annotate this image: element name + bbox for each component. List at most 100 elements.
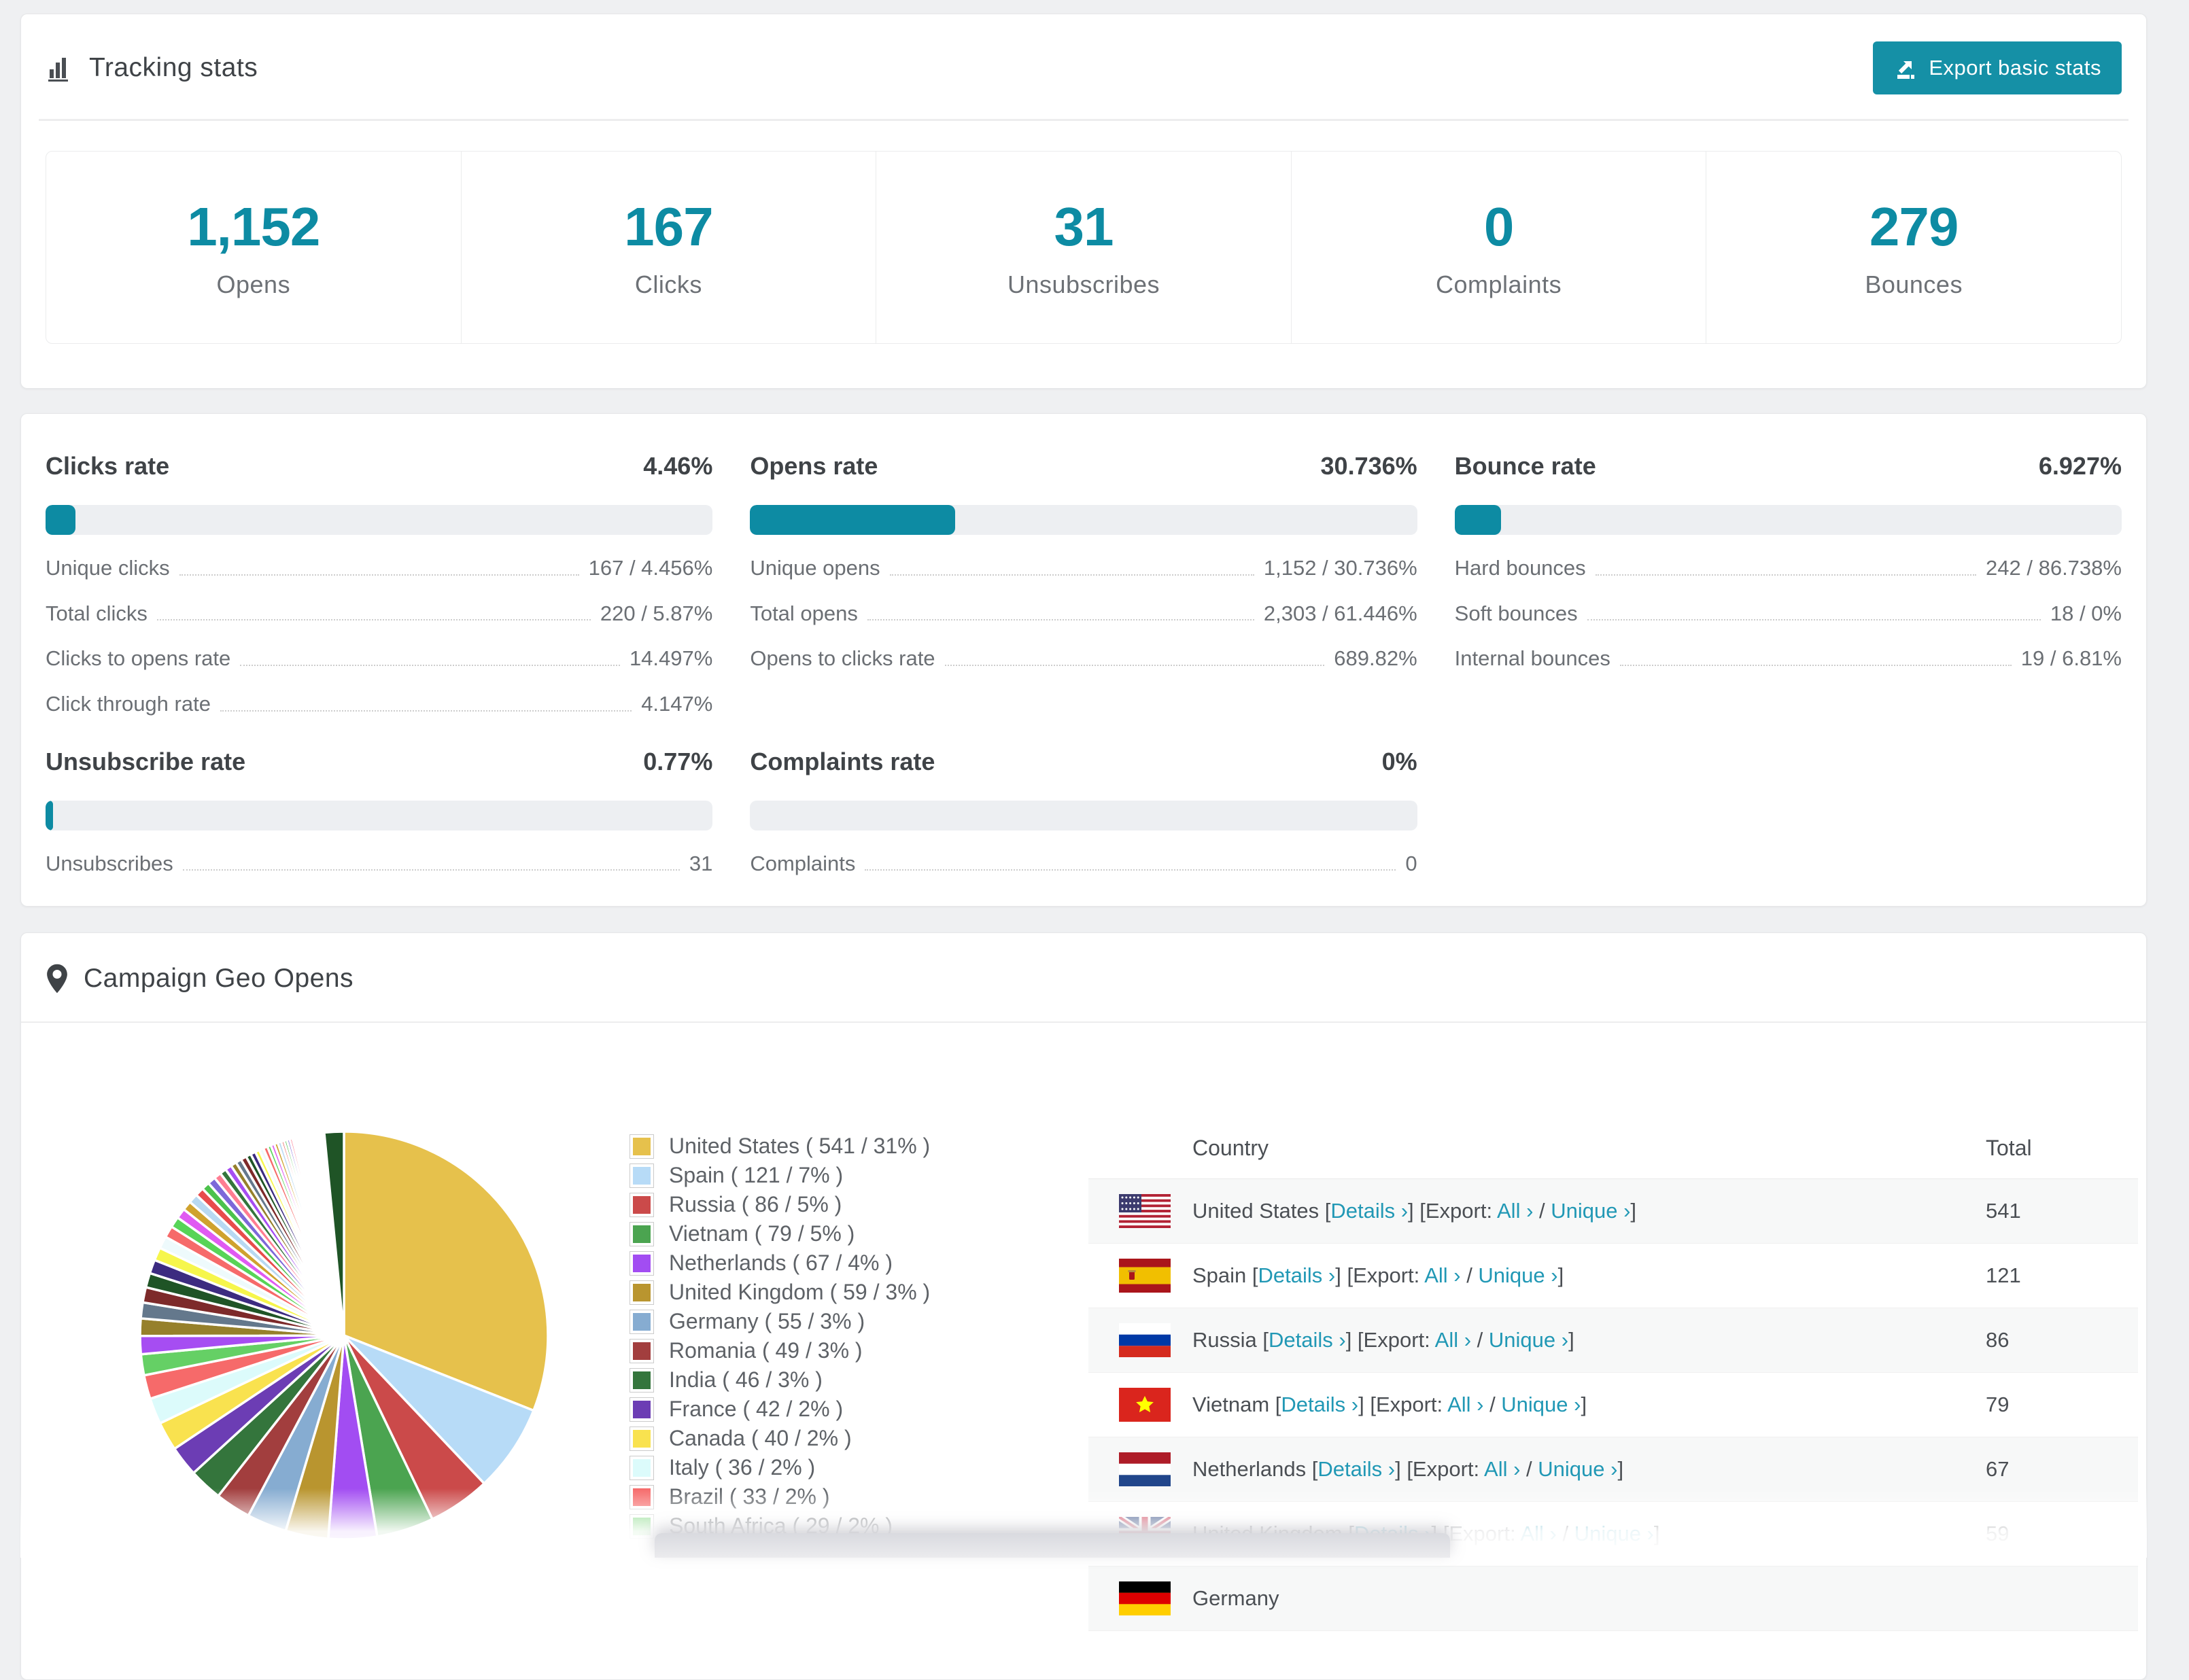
export-basic-stats-button[interactable]: Export basic stats [1873, 41, 2122, 94]
rate-block-complaints-rate: Complaints rate 0% Complaints 0 [750, 748, 1417, 876]
dotted-leader [944, 664, 1325, 666]
dotted-leader [1587, 619, 2041, 621]
total-value: 121 [1986, 1263, 2021, 1287]
counter-label: Bounces [1865, 270, 1963, 298]
stat-label: Unsubscribes [46, 851, 173, 875]
legend-label: Romania ( 49 / 3% ) [669, 1338, 863, 1363]
map-pin-icon [47, 964, 67, 994]
country-cell: Netherlands [Details ›] [Export: All › /… [1192, 1457, 1986, 1482]
legend-swatch-color [633, 1342, 651, 1360]
legend-item-spain: Spain ( 121 / 7% ) [630, 1161, 930, 1190]
rate-title: Unsubscribe rate [46, 747, 246, 775]
bracket-close: ] [1617, 1457, 1624, 1481]
bracket-export: ] [Export: [1395, 1457, 1485, 1481]
stat-value: 0 [1405, 851, 1417, 875]
counter-bounces: 279 Bounces [1706, 152, 2121, 343]
export-all-link[interactable]: All › [1447, 1393, 1484, 1416]
legend-label: United States ( 541 / 31% ) [669, 1134, 931, 1158]
rate-value: 0.77% [643, 747, 713, 775]
legend-label: India ( 46 / 3% ) [669, 1367, 823, 1392]
header-divider [39, 119, 2128, 121]
progress-bar [46, 800, 713, 830]
counter-label: Opens [216, 270, 291, 298]
rate-title: Bounce rate [1454, 452, 1596, 480]
stat-value: 167 / 4.456% [588, 556, 713, 580]
geo-card-header: Campaign Geo Opens [21, 933, 2146, 1023]
counter-complaints: 0 Complaints [1290, 152, 1706, 343]
country-cell: Germany [1192, 1586, 1986, 1611]
export-unique-link[interactable]: Unique › [1478, 1263, 1558, 1287]
export-unique-link[interactable]: Unique › [1538, 1457, 1618, 1481]
stat-row: Opens to clicks rate 689.82% [750, 646, 1417, 671]
dotted-leader [220, 710, 632, 712]
counter-unsubscribes: 31 Unsubscribes [876, 152, 1291, 343]
stat-value: 220 / 5.87% [600, 601, 713, 625]
stat-row: Clicks to opens rate 14.497% [46, 646, 712, 671]
export-all-link[interactable]: All › [1497, 1199, 1534, 1223]
stat-row: Complaints 0 [750, 852, 1417, 876]
bracket-export: ] [Export: [1408, 1199, 1497, 1223]
legend-item-canada: Canada ( 40 / 2% ) [630, 1424, 930, 1453]
rate-title: Complaints rate [750, 747, 935, 775]
link-slash: / [1520, 1457, 1538, 1481]
country-cell: United States [Details ›] [Export: All ›… [1192, 1199, 1986, 1223]
counter-clicks: 167 Clicks [460, 152, 876, 343]
export-all-link[interactable]: All › [1424, 1263, 1461, 1287]
total-value: 86 [1986, 1328, 2010, 1352]
export-unique-link[interactable]: Unique › [1501, 1393, 1581, 1416]
progress-fill [46, 505, 75, 535]
counter-value: 0 [1483, 196, 1514, 257]
legend-swatch-india [630, 1367, 654, 1393]
export-all-link[interactable]: All › [1484, 1457, 1521, 1481]
rate-block-clicks-rate: Clicks rate 4.46% Unique clicks 167 / 4.456… [46, 452, 713, 716]
geo-pie-chart [139, 1130, 549, 1541]
country-name: Vietnam [1192, 1393, 1270, 1416]
rate-head: Unsubscribe rate 0.77% [46, 748, 712, 776]
legend-swatch-color [633, 1400, 651, 1418]
counter-label: Unsubscribes [1007, 270, 1160, 298]
link-slash: / [1533, 1199, 1551, 1223]
details-link[interactable]: Details › [1330, 1199, 1409, 1223]
details-link[interactable]: Details › [1258, 1263, 1336, 1287]
dotted-leader [865, 869, 1396, 871]
stat-label: Clicks to opens rate [46, 646, 231, 671]
legend-swatch-color [633, 1371, 651, 1389]
country-cell: Spain [Details ›] [Export: All › / Uniqu… [1192, 1263, 1986, 1288]
legend-item-united-states: United States ( 541 / 31% ) [630, 1132, 930, 1161]
country-cell: Vietnam [Details ›] [Export: All › / Uni… [1192, 1393, 1986, 1417]
dotted-leader [179, 574, 579, 576]
stat-row: Click through rate 4.147% [46, 692, 712, 716]
rates-grid: Clicks rate 4.46% Unique clicks 167 / 4.456… [21, 414, 2146, 875]
export-unique-link[interactable]: Unique › [1488, 1328, 1569, 1352]
rates-card: Clicks rate 4.46% Unique clicks 167 / 4.456… [20, 413, 2147, 907]
details-link[interactable]: Details › [1269, 1328, 1346, 1352]
page-title: Tracking stats [46, 53, 258, 83]
legend-item-romania: Romania ( 49 / 3% ) [630, 1336, 930, 1365]
legend-label: United Kingdom ( 59 / 3% ) [669, 1280, 931, 1304]
bracket-export: ] [Export: [1358, 1393, 1448, 1416]
link-slash: / [1460, 1263, 1479, 1287]
legend-swatch-color [633, 1137, 651, 1155]
bottom-scrollbar[interactable] [655, 1533, 1450, 1558]
legend-item-italy: Italy ( 36 / 2% ) [630, 1453, 930, 1482]
stat-row: Internal bounces 19 / 6.81% [1455, 646, 2122, 671]
rate-value: 6.927% [2038, 452, 2122, 480]
stat-label: Opens to clicks rate [750, 646, 935, 671]
pie-slice-other-58[interactable] [323, 1130, 345, 1337]
pie-slice-spain[interactable] [343, 1334, 535, 1485]
stat-label: Total opens [750, 601, 858, 625]
details-link[interactable]: Details › [1317, 1457, 1396, 1481]
pie-slice-united-states[interactable] [343, 1130, 549, 1412]
stat-value: 689.82% [1334, 646, 1417, 671]
export-all-link[interactable]: All › [1434, 1328, 1472, 1352]
link-slash: / [1483, 1393, 1502, 1416]
legend-item-india: India ( 46 / 3% ) [630, 1365, 930, 1395]
stat-label: Total clicks [46, 601, 148, 625]
legend-swatch-color [633, 1225, 651, 1243]
export-unique-link[interactable]: Unique › [1551, 1199, 1631, 1223]
rate-block-unsubscribe-rate: Unsubscribe rate 0.77% Unsubscribes 31 [46, 748, 713, 876]
bracket-close: ] [1581, 1393, 1587, 1416]
page-title-text: Tracking stats [89, 53, 258, 82]
stat-label: Click through rate [46, 691, 211, 716]
details-link[interactable]: Details › [1281, 1393, 1359, 1416]
